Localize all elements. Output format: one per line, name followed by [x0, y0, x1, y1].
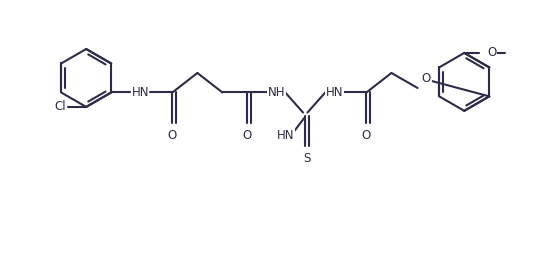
Text: O: O: [243, 129, 252, 142]
Text: HN: HN: [131, 86, 149, 99]
Text: S: S: [303, 152, 311, 165]
Text: HN: HN: [277, 129, 295, 142]
Text: HN: HN: [325, 86, 343, 99]
Text: O: O: [422, 72, 431, 85]
Text: O: O: [488, 46, 497, 59]
Text: Cl: Cl: [55, 100, 66, 113]
Text: O: O: [362, 129, 371, 142]
Text: O: O: [168, 129, 177, 142]
Text: NH: NH: [267, 86, 285, 99]
